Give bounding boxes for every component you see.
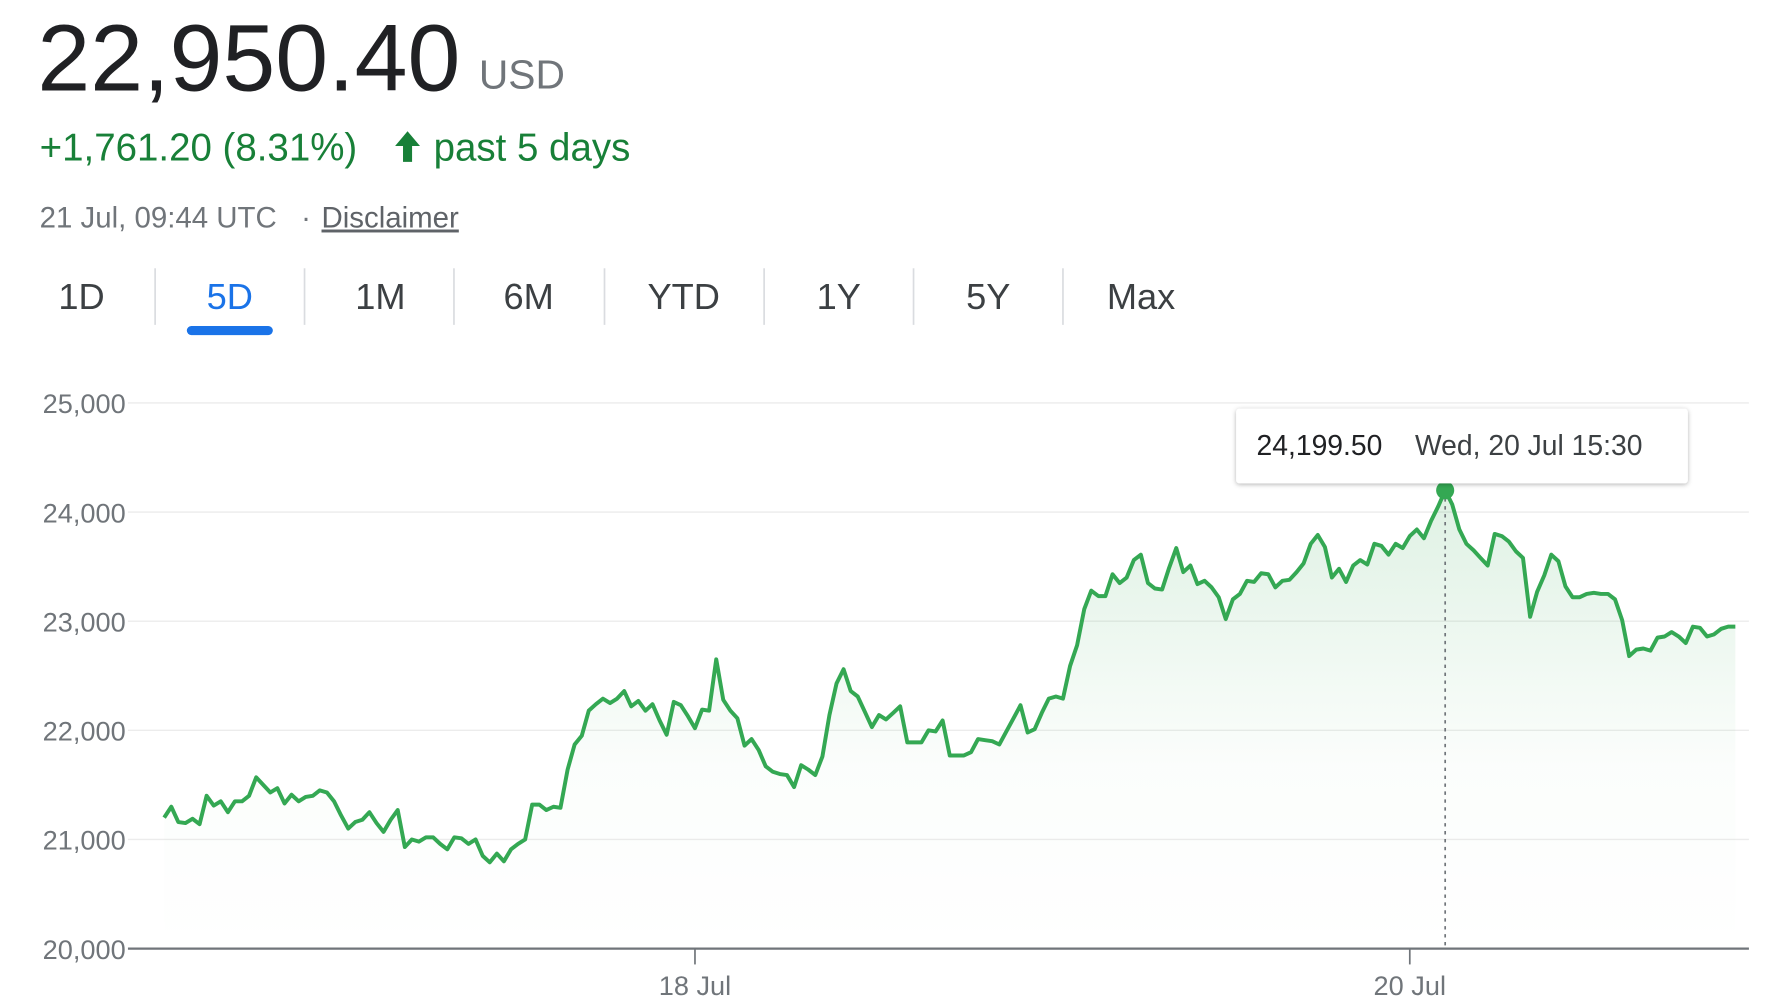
x-tick-label: 20 Jul <box>1374 970 1446 1001</box>
plot-area: 20,000 21,000 22,000 23,000 24,000 25,000 18 J… <box>43 388 1749 1001</box>
x-tick-label: 18 Jul <box>659 970 731 1001</box>
range-tab[interactable]: 1M <box>355 276 405 317</box>
range-tab[interactable]: Max <box>1107 276 1175 317</box>
period: past 5 days <box>434 127 631 170</box>
up-arrow <box>395 131 420 162</box>
range-tab[interactable]: 6M <box>504 276 554 317</box>
y-tick-label: 22,000 <box>43 716 126 747</box>
tooltip-time: Wed, 20 Jul 15:30 <box>1415 429 1642 461</box>
range-tab[interactable]: YTD <box>648 276 720 317</box>
tooltip-value: 24,199.50 <box>1257 429 1383 461</box>
currency: USD <box>479 51 565 97</box>
range-tab[interactable]: 1Y <box>817 276 861 317</box>
y-tick-label: 20,000 <box>43 934 126 965</box>
range-tab[interactable]: 5Y <box>966 276 1010 317</box>
range-tab[interactable]: 5D <box>207 276 253 317</box>
price-line <box>162 488 1736 865</box>
tab-indicator <box>186 326 273 336</box>
y-tick-label: 23,000 <box>43 606 126 637</box>
range-tab[interactable]: 1D <box>58 276 104 317</box>
disclaimer-link[interactable]: Disclaimer <box>322 202 460 235</box>
tooltip-box <box>1236 408 1688 484</box>
tooltip: 24,199.50 Wed, 20 Jul 15:30 <box>1236 408 1688 484</box>
hover-point <box>1436 481 1455 500</box>
y-tick-label: 21,000 <box>43 825 126 856</box>
y-tick-label: 25,000 <box>43 388 126 419</box>
separator: · <box>301 202 311 235</box>
change: +1,761.20 (8.31%) <box>40 127 358 170</box>
range-tabs: 1D 5D 1M 6M YTD 1Y 5Y Max <box>58 268 1175 336</box>
y-tick-label: 24,000 <box>43 497 126 528</box>
area-fill <box>164 490 1736 949</box>
timestamp: 21 Jul, 09:44 UTC <box>40 202 277 235</box>
price: 22,950.40 <box>37 6 460 112</box>
